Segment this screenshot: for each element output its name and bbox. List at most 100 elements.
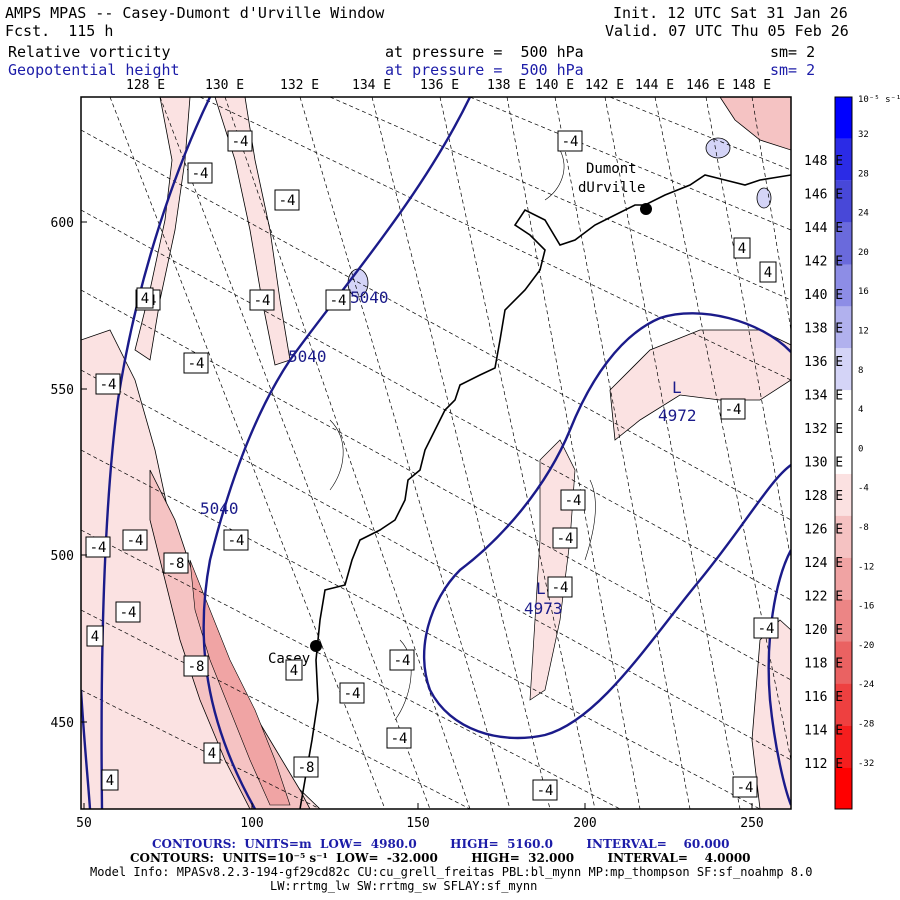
right-edge-label: 116 E	[804, 690, 843, 705]
vorticity-label: -4	[274, 189, 300, 211]
vorticity-label: -4	[389, 649, 415, 671]
svg-text:-4: -4	[330, 293, 347, 309]
map-field-layer: Dumont dUrville Casey 5040 5040 5040 497…	[81, 97, 791, 809]
vorticity-label: 4	[86, 625, 104, 647]
right-edge-label: 146 E	[804, 188, 843, 203]
colorbar-segment	[835, 515, 852, 558]
longitude-label: 142 E	[585, 78, 625, 93]
vorticity-labels: -4 -4 -4 -4 -4 -4 -4 -4 -4 -4 -4 -4 -4 -4 -4 -4 -4 -4 -4 -4…	[85, 130, 779, 801]
gridline	[159, 97, 431, 809]
colorbar-segment	[835, 725, 852, 768]
gridline	[81, 449, 761, 809]
gridline	[199, 97, 791, 381]
y-tick-label: 500	[51, 549, 74, 564]
svg-text:-4: -4	[725, 402, 742, 418]
vorticity-label: -4	[560, 489, 586, 511]
vorticity-label: -4	[552, 527, 578, 549]
gridline	[654, 97, 791, 761]
footer-model-info-2: LW:rrtmg_lw SW:rrtmg_sw SFLAY:sf_mynn	[270, 879, 538, 893]
vorticity-label: 4	[759, 261, 777, 283]
colorbar-segment	[835, 97, 852, 139]
right-edge-label: 126 E	[804, 523, 843, 538]
svg-text:-8: -8	[168, 556, 185, 572]
gridline	[81, 529, 621, 809]
svg-text:4: 4	[91, 629, 99, 645]
svg-text:4: 4	[738, 241, 746, 257]
right-edge-label: 130 E	[804, 456, 843, 471]
svg-text:-8: -8	[188, 659, 205, 675]
height-label-4973: 4973	[524, 599, 563, 618]
longitude-label: 132 E	[280, 78, 320, 93]
station-dumont-durville-label-2: dUrville	[578, 180, 645, 196]
colorbar-label: 4	[858, 405, 863, 415]
vorticity-label: -8	[163, 552, 189, 574]
right-edge-label: 134 E	[804, 389, 843, 404]
svg-text:4: 4	[141, 291, 149, 307]
height-contours	[81, 97, 791, 809]
colorbar-segment	[835, 641, 852, 684]
right-edge-label: 124 E	[804, 556, 843, 571]
right-edge-label: 120 E	[804, 623, 843, 638]
colorbar-label: -28	[858, 720, 874, 730]
gridline	[81, 209, 791, 601]
x-tick-label: 100	[240, 816, 263, 831]
vorticity-label: -4	[95, 373, 121, 395]
valid-time: Valid. 07 UTC Thu 05 Feb 26	[605, 22, 849, 40]
vorticity-label: -8	[293, 756, 319, 778]
gridline	[604, 97, 741, 809]
forecast-hour: Fcst. 115 h	[5, 22, 114, 40]
colorbar-segment	[835, 138, 852, 181]
colorbar-label: -8	[858, 523, 869, 533]
field2-smoothing: sm= 2	[770, 61, 816, 79]
longitude-label: 148 E	[732, 78, 772, 93]
longitude-label: 128 E	[126, 78, 166, 93]
vort-contour-d	[544, 149, 565, 201]
colorbar-label: 0	[858, 444, 863, 454]
gridline	[439, 97, 596, 809]
gridline	[554, 97, 691, 809]
vorticity-label: 4	[101, 769, 119, 791]
vorticity-label: -4	[386, 727, 412, 749]
y-tick-label: 450	[51, 716, 74, 731]
svg-text:-4: -4	[565, 493, 582, 509]
height-contour-4972-low	[422, 312, 791, 740]
right-edge-label: 148 E	[804, 154, 843, 169]
footer-model-info: Model Info: MPASv8.2.3-194-gf29cd82c CU:…	[90, 865, 813, 879]
x-tick-label: 150	[406, 816, 429, 831]
plot-frame	[80, 96, 792, 810]
vorticity-label: -4	[187, 162, 213, 184]
field1-smoothing: sm= 2	[770, 43, 816, 61]
svg-text:4: 4	[290, 663, 298, 679]
footer-height-contours: CONTOURS: UNITS=m LOW= 4980.0 HIGH= 5160…	[152, 837, 730, 851]
vort-band-west-inner	[189, 559, 291, 806]
svg-text:-4: -4	[127, 533, 144, 549]
gridline	[109, 97, 386, 809]
x-axis-ticks: 50 100 150 200 250	[76, 803, 764, 831]
svg-text:-4: -4	[394, 653, 411, 669]
vorticity-label: 4	[136, 287, 154, 309]
vorticity-label: -4	[85, 536, 111, 558]
colorbar-label: 12	[858, 327, 869, 337]
svg-text:-4: -4	[737, 780, 754, 796]
colorbar-label: 24	[858, 209, 869, 219]
vorticity-label: -4	[223, 529, 249, 551]
right-edge-label: 118 E	[804, 657, 843, 672]
height-label-4972: 4972	[658, 406, 697, 425]
vorticity-label: -4	[753, 617, 779, 639]
x-tick-label: 250	[740, 816, 763, 831]
station-casey-marker	[310, 640, 322, 652]
vorticity-label: -4	[183, 352, 209, 374]
vorticity-label: -4	[325, 289, 351, 311]
vort-east-ridge	[609, 329, 791, 441]
colorbar-label: 8	[858, 366, 863, 376]
colorbar-unit-label: 10⁻⁵ s⁻¹	[858, 95, 900, 105]
svg-text:-4: -4	[758, 621, 775, 637]
svg-text:-4: -4	[557, 531, 574, 547]
vorticity-contours	[329, 149, 596, 721]
svg-text:-4: -4	[100, 377, 117, 393]
svg-text:-4: -4	[228, 533, 245, 549]
gridline	[751, 97, 791, 331]
field1-name: Relative vorticity	[8, 43, 171, 61]
gridline	[81, 609, 471, 809]
